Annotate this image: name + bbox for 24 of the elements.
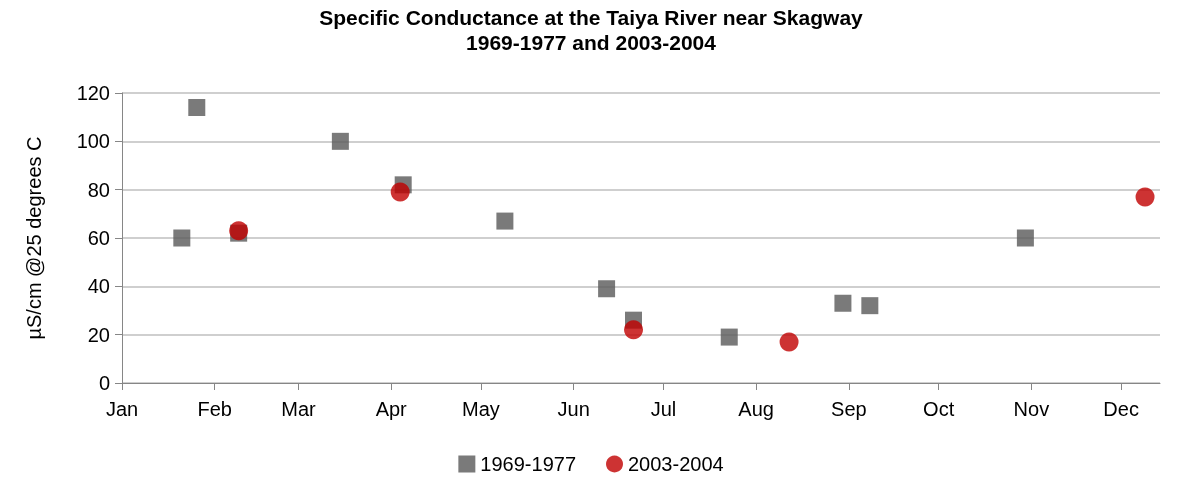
- x-tick-label: Aug: [738, 398, 774, 420]
- y-tick-label: 80: [87, 178, 110, 201]
- x-tick-label: Mar: [281, 398, 317, 420]
- y-tick-label: 40: [87, 275, 110, 298]
- x-tick-label: Apr: [375, 398, 408, 420]
- y-tick-label: 20: [87, 323, 110, 346]
- x-tick-label: Sep: [831, 398, 867, 420]
- chart-subtitle: 1969-1977 and 2003-2004: [466, 31, 717, 54]
- x-tick-label: May: [462, 398, 500, 420]
- legend-label: 1969-1977: [480, 453, 577, 475]
- chart-title: Specific Conductance at the Taiya River near Skagway: [319, 6, 864, 29]
- x-tick-label: Jul: [650, 398, 677, 420]
- x-tick-label: Jan: [105, 398, 139, 420]
- y-axis-title: µS/cm @25 degrees C: [23, 136, 45, 340]
- x-tick-label: Oct: [923, 398, 955, 420]
- x-tick-label: Nov: [1013, 398, 1050, 420]
- y-tick-label: 120: [76, 82, 110, 104]
- x-tick-label: Feb: [197, 398, 232, 420]
- x-tick-label: Dec: [1103, 398, 1139, 420]
- legend-label: 2003-2004: [628, 453, 724, 475]
- y-tick-label: 100: [76, 130, 110, 153]
- x-tick-label: Jun: [557, 398, 590, 420]
- y-tick-label: 0: [98, 372, 110, 394]
- y-tick-label: 60: [87, 227, 110, 249]
